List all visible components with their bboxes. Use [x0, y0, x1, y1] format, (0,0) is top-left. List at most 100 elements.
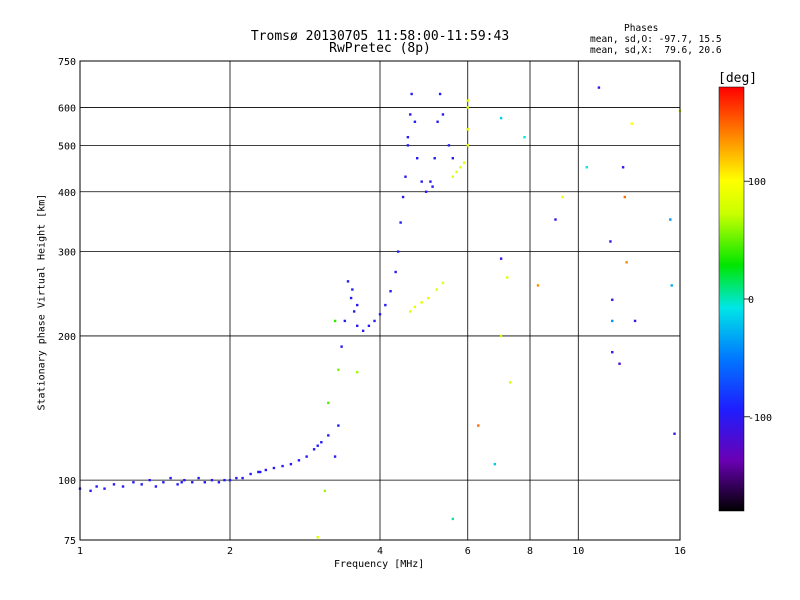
o-mode-point — [312, 448, 316, 451]
scatter-point — [337, 368, 340, 371]
scatter-point — [508, 381, 512, 384]
o-mode-point — [447, 144, 451, 147]
o-mode-point — [316, 444, 319, 447]
o-mode-point — [183, 478, 186, 482]
scatter-point — [505, 276, 509, 279]
scatter-point — [451, 517, 455, 521]
scatter-point — [623, 195, 627, 199]
scatter-point — [597, 86, 601, 89]
scatter-point — [493, 462, 497, 466]
o-mode-point — [409, 113, 412, 116]
o-mode-point — [361, 329, 365, 333]
o-mode-point — [132, 481, 135, 484]
x-mode-point — [466, 128, 469, 131]
scatter-point — [316, 536, 319, 539]
o-mode-point — [378, 313, 382, 316]
o-mode-point — [176, 483, 179, 486]
o-mode-point — [355, 303, 359, 307]
y-tick-label: 200 — [58, 332, 76, 343]
x-mode-point — [409, 310, 412, 313]
y-tick-label: 600 — [58, 103, 76, 114]
o-mode-point — [203, 481, 206, 484]
o-mode-point — [289, 462, 293, 466]
o-mode-point — [406, 144, 410, 147]
o-mode-point — [257, 470, 260, 474]
o-mode-point — [281, 464, 284, 468]
y-tick-label: 500 — [58, 141, 76, 152]
x-tick-label: 2 — [227, 546, 233, 557]
scatter-point — [523, 135, 526, 139]
o-mode-point — [162, 481, 165, 484]
o-mode-point — [333, 455, 337, 458]
colorbar — [718, 86, 745, 512]
o-mode-point — [404, 175, 407, 178]
o-mode-point — [259, 470, 262, 474]
scatter-point — [499, 116, 503, 120]
o-mode-point — [210, 478, 214, 482]
phase-stats-heading: Phases — [624, 23, 659, 34]
scatter-point — [355, 371, 359, 374]
x-mode-point — [462, 161, 466, 164]
o-mode-point — [112, 483, 116, 486]
x-tick-label: 4 — [377, 546, 383, 557]
phase-stats-x: mean, sd,X: 79.6, 20.6 — [590, 45, 722, 56]
scatter-point — [611, 319, 614, 323]
x-tick-label: 8 — [527, 546, 533, 557]
scatter-point — [499, 334, 503, 338]
scatter-point — [669, 218, 672, 221]
colorbar-label: [deg] — [718, 71, 757, 86]
o-mode-point — [140, 483, 143, 486]
colorbar-tick-label: -100 — [748, 413, 772, 424]
o-mode-point — [406, 135, 410, 139]
y-tick-label: 100 — [58, 476, 76, 487]
o-mode-point — [121, 485, 125, 488]
x-mode-point — [413, 305, 417, 309]
plot-frame — [79, 60, 681, 541]
x-tick-label: 10 — [572, 546, 584, 557]
o-mode-point — [401, 195, 405, 199]
o-mode-point — [340, 345, 343, 348]
o-mode-point — [305, 455, 308, 458]
scatter-point — [630, 122, 633, 125]
o-mode-point — [373, 319, 376, 323]
scatter-point — [585, 166, 588, 169]
o-mode-point — [228, 478, 232, 482]
x-mode-point — [466, 144, 469, 147]
o-mode-point — [235, 476, 238, 480]
x-axis-label: Frequency [MHz] — [334, 559, 425, 570]
o-mode-point — [320, 441, 323, 444]
o-mode-point — [436, 120, 439, 123]
o-mode-point — [351, 288, 354, 291]
o-mode-point — [355, 324, 359, 328]
o-mode-point — [154, 485, 158, 488]
plot-grid — [79, 60, 681, 540]
chart-title-line2: RwPretec (8p) — [329, 41, 431, 56]
o-mode-point — [223, 478, 226, 482]
o-mode-point — [337, 424, 340, 427]
x-tick-label: 6 — [465, 546, 471, 557]
x-mode-point — [435, 288, 438, 291]
o-mode-point — [217, 481, 221, 484]
o-mode-point — [264, 468, 268, 472]
scatter-point — [611, 298, 614, 301]
x-mode-point — [441, 281, 445, 285]
o-mode-point — [180, 481, 183, 484]
scatter-point — [323, 489, 327, 493]
x-mode-point — [455, 170, 458, 174]
y-tick-label: 300 — [58, 248, 76, 259]
scatter-point — [621, 166, 625, 169]
colorbar-ticks: 100 0 -100 — [744, 177, 772, 424]
x-mode-point — [466, 99, 469, 102]
o-mode-point — [272, 466, 276, 470]
o-mode-point — [399, 221, 402, 224]
scatter-point — [499, 257, 503, 260]
scatter-point — [670, 284, 673, 287]
o-mode-point — [249, 472, 252, 476]
o-mode-point — [415, 157, 419, 160]
o-mode-point — [169, 476, 172, 480]
scatter-point — [625, 261, 628, 264]
x-mode-point — [427, 296, 430, 300]
o-mode-point — [297, 459, 301, 462]
o-mode-point — [191, 481, 194, 484]
